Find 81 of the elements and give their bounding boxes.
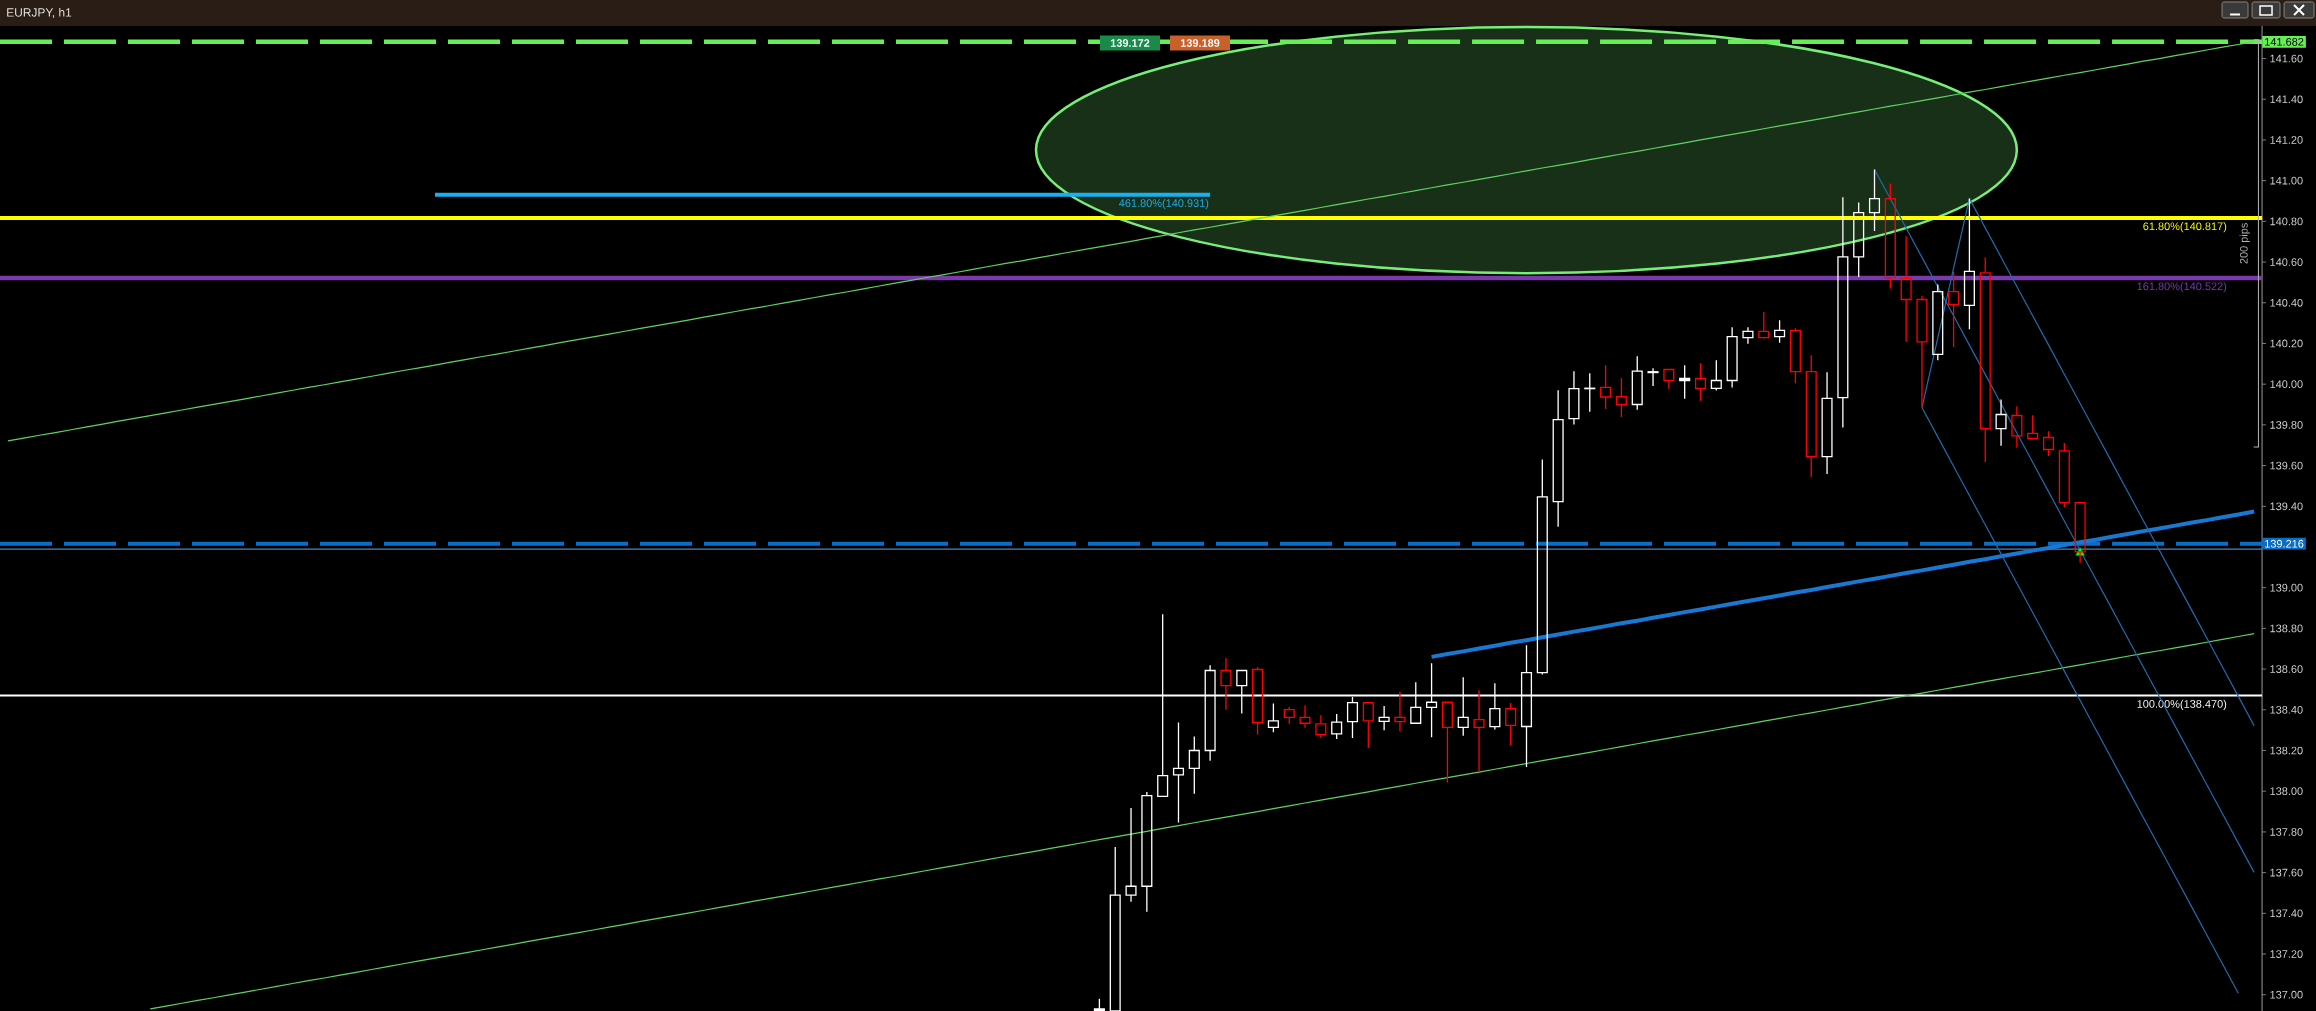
candlestick xyxy=(1125,807,1137,903)
y-tick-label: 138.40 xyxy=(2270,705,2303,714)
candlestick xyxy=(1505,702,1517,747)
candlestick xyxy=(1758,311,1770,339)
candlestick xyxy=(1536,458,1548,676)
line-series xyxy=(1429,509,2257,659)
candlestick xyxy=(1805,354,1817,478)
y-tick-label: 138.20 xyxy=(2270,746,2303,755)
y-tick-label: 140.20 xyxy=(2270,339,2303,348)
candlestick xyxy=(1868,168,1881,232)
y-tick-label: 140.80 xyxy=(2270,217,2303,226)
annotation: 139.172 xyxy=(1110,39,1150,47)
candlestick xyxy=(1552,389,1564,528)
candlestick xyxy=(1948,271,1960,348)
candlestick xyxy=(1568,370,1580,426)
candlestick xyxy=(1663,368,1675,390)
candlestick xyxy=(1267,702,1279,733)
ref-line-label: 139.216 xyxy=(2265,539,2304,548)
candlestick xyxy=(1188,735,1200,795)
candlestick xyxy=(1141,791,1153,913)
ref-line-label: 100.00%(138.470) xyxy=(2137,699,2227,710)
y-tick-label: 140.60 xyxy=(2270,258,2303,266)
y-tick-label: 141.60 xyxy=(2270,54,2303,63)
candlestick xyxy=(1837,196,1849,429)
ref-line-label: 61.80%(140.817) xyxy=(2143,222,2227,233)
candlestick xyxy=(1995,398,2007,447)
series-label: 461.80%(140.931) xyxy=(1119,198,1209,210)
candlestick xyxy=(1615,377,1627,418)
y-tick-label: 137.40 xyxy=(2270,909,2303,918)
candlestick xyxy=(1742,326,1754,345)
ref-line-label: 161.80%(140.522) xyxy=(2137,282,2227,293)
candlestick xyxy=(1694,362,1707,402)
y-tick-label: 137.00 xyxy=(2270,990,2303,999)
candlestick xyxy=(1710,359,1722,392)
y-tick-label: 137.20 xyxy=(2270,950,2303,958)
candlestick xyxy=(1378,705,1390,731)
candlestick xyxy=(2027,414,2039,440)
y-tick-label: 141.00 xyxy=(2270,176,2303,185)
ref-line-label: 141.682 xyxy=(2265,37,2304,46)
y-tick-label: 140.00 xyxy=(2270,380,2303,389)
line-series xyxy=(1873,168,2255,873)
candlestick xyxy=(1963,197,1975,330)
line-series xyxy=(149,633,2255,1010)
candlestick xyxy=(1299,704,1311,729)
line-series xyxy=(7,41,2255,442)
candlestick xyxy=(1394,691,1406,733)
candlestick xyxy=(1109,846,1121,1011)
candlestick xyxy=(1726,326,1738,389)
y-tick-label: 139.40 xyxy=(2270,502,2303,511)
candlestick xyxy=(1220,657,1232,711)
y-tick-label: 139.80 xyxy=(2270,421,2303,429)
candlestick xyxy=(2074,501,2086,564)
candlestick xyxy=(1900,235,1912,343)
candlestick xyxy=(1979,256,1991,463)
y-tick-label: 137.60 xyxy=(2270,868,2303,877)
y-tick-label: 139.00 xyxy=(2270,583,2303,592)
candlestick xyxy=(1853,201,1865,278)
candlestick xyxy=(1821,371,1833,475)
candlestick xyxy=(1362,702,1374,749)
annotation: 139.189 xyxy=(1180,39,1220,47)
candlestick xyxy=(1631,355,1643,411)
candlestick xyxy=(2011,405,2023,449)
candlestick xyxy=(1473,689,1485,773)
y-tick-label: 140.40 xyxy=(2270,298,2303,307)
y-tick-label: 137.80 xyxy=(2270,828,2303,836)
candlestick xyxy=(1441,701,1453,784)
candlestick xyxy=(1315,714,1327,739)
y-tick-label: 138.00 xyxy=(2270,787,2303,796)
y-tick-label: 141.20 xyxy=(2270,136,2303,144)
candlestick xyxy=(1884,182,1896,290)
y-tick-label: 138.80 xyxy=(2270,624,2303,633)
candlestick xyxy=(1647,367,1659,387)
annotation: 200 pips xyxy=(2239,223,2250,264)
y-tick-label: 138.60 xyxy=(2270,665,2303,673)
candlestick xyxy=(1679,364,1691,400)
chart-title: EURJPY, h1 xyxy=(7,7,72,19)
candlestick xyxy=(1916,295,1928,409)
y-tick-label: 141.40 xyxy=(2270,95,2303,104)
candlestick xyxy=(1172,721,1185,824)
y-tick-label: 139.60 xyxy=(2270,461,2303,470)
candlestick xyxy=(1600,364,1612,410)
